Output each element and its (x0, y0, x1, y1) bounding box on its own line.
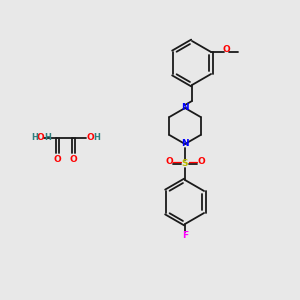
Text: H: H (32, 134, 38, 142)
Text: H: H (94, 134, 100, 142)
Text: N: N (181, 103, 189, 112)
Text: O: O (222, 46, 230, 55)
Text: S: S (182, 160, 188, 169)
Text: O: O (165, 157, 173, 166)
Text: F: F (182, 230, 188, 239)
Text: O: O (69, 154, 77, 164)
Text: O: O (53, 154, 61, 164)
Text: N: N (181, 140, 189, 148)
Text: O: O (197, 157, 205, 166)
Text: O: O (36, 134, 44, 142)
Text: O: O (86, 134, 94, 142)
Text: H: H (45, 134, 51, 142)
